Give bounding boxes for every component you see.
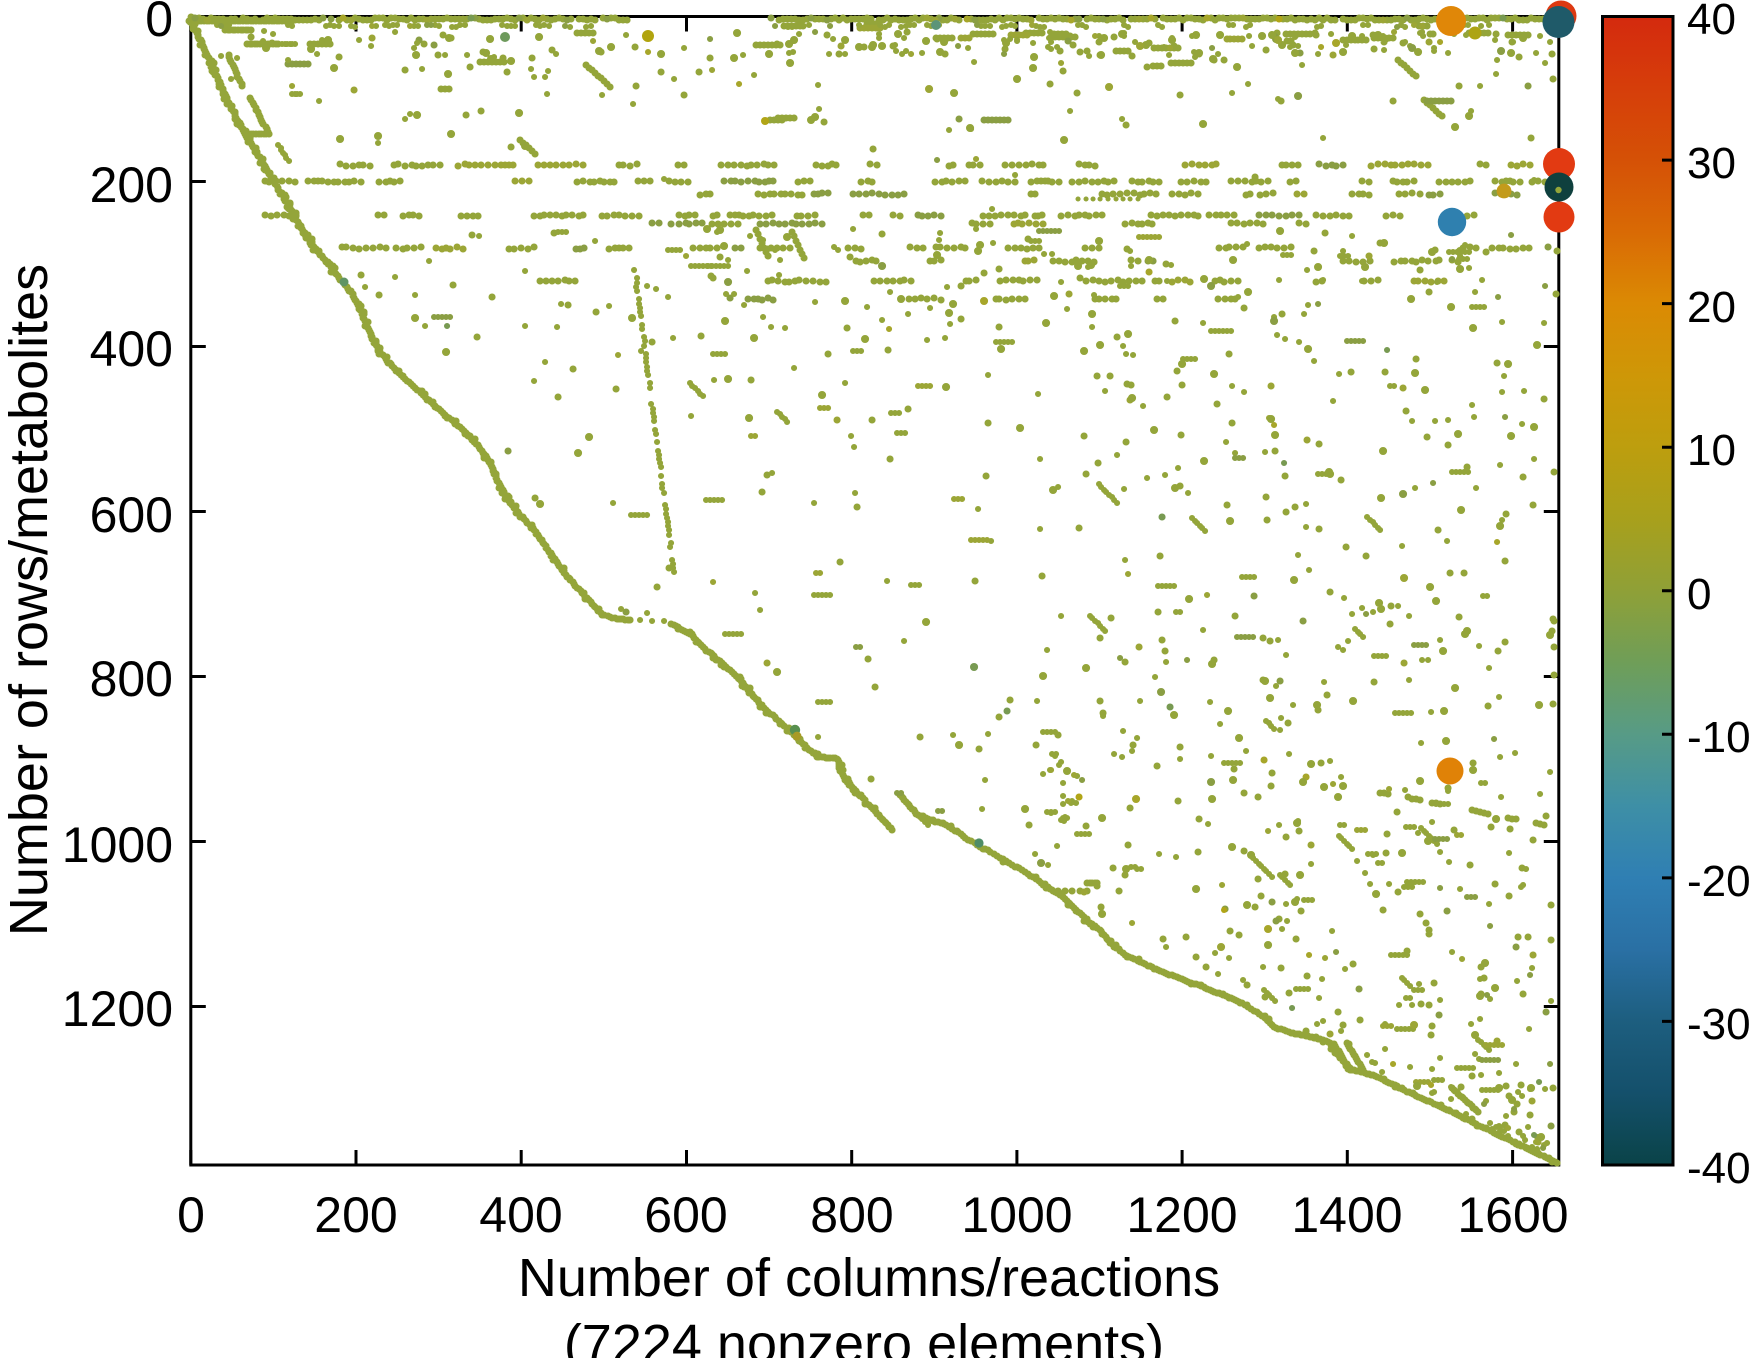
svg-text:400: 400 — [479, 1187, 562, 1243]
svg-text:800: 800 — [90, 651, 173, 707]
svg-text:1000: 1000 — [961, 1187, 1072, 1243]
svg-text:-10: -10 — [1687, 713, 1750, 762]
svg-text:200: 200 — [314, 1187, 397, 1243]
svg-text:0: 0 — [177, 1187, 205, 1243]
svg-text:-20: -20 — [1687, 857, 1750, 906]
svg-text:(7224 nonzero elements): (7224 nonzero elements) — [564, 1314, 1164, 1358]
svg-text:40: 40 — [1687, 0, 1736, 44]
svg-text:0: 0 — [145, 0, 173, 47]
svg-text:1200: 1200 — [62, 981, 173, 1037]
svg-text:-40: -40 — [1687, 1144, 1750, 1193]
svg-text:1400: 1400 — [1291, 1187, 1402, 1243]
svg-text:Number of rows/metabolites: Number of rows/metabolites — [0, 264, 59, 936]
svg-text:1600: 1600 — [1457, 1187, 1568, 1243]
svg-text:600: 600 — [644, 1187, 727, 1243]
svg-text:200: 200 — [90, 157, 173, 213]
svg-text:20: 20 — [1687, 283, 1736, 332]
svg-text:800: 800 — [810, 1187, 893, 1243]
svg-text:Number of columns/reactions: Number of columns/reactions — [518, 1248, 1220, 1308]
svg-text:-30: -30 — [1687, 1000, 1750, 1049]
svg-text:10: 10 — [1687, 426, 1736, 475]
svg-text:1000: 1000 — [62, 817, 173, 873]
svg-text:30: 30 — [1687, 139, 1736, 188]
svg-text:400: 400 — [90, 321, 173, 377]
svg-text:600: 600 — [90, 487, 173, 543]
svg-text:1200: 1200 — [1126, 1187, 1237, 1243]
svg-text:0: 0 — [1687, 570, 1711, 619]
